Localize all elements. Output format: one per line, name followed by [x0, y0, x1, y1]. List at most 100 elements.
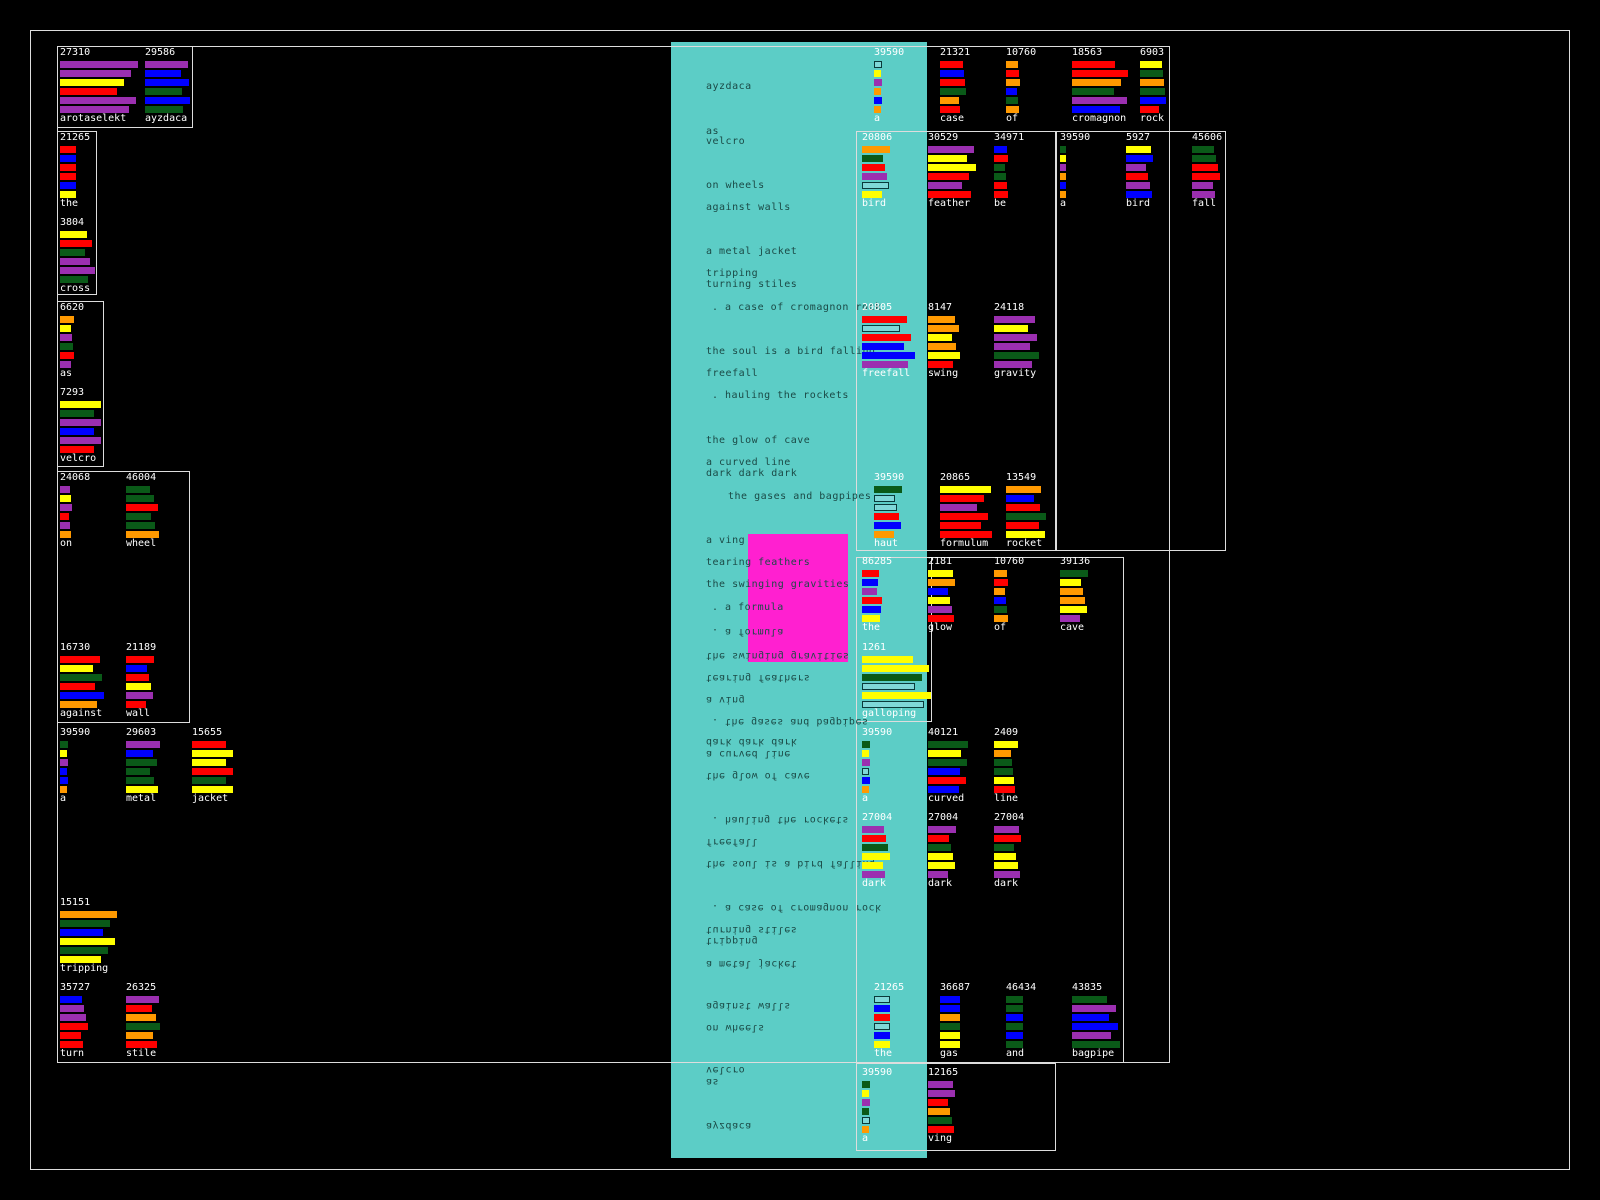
word-cell: 15655 jacket: [192, 728, 264, 804]
poem-line: a curved line: [706, 457, 791, 468]
color-bar: [60, 674, 102, 681]
color-bar: [60, 401, 101, 408]
cell-number: 6903: [1140, 47, 1165, 58]
color-bar: [1192, 191, 1215, 198]
color-bar: [940, 1014, 960, 1021]
word-cell: 39590 haut: [874, 473, 932, 549]
color-bar: [60, 70, 131, 77]
color-bar: [862, 155, 883, 162]
color-bar: [60, 938, 115, 945]
word-cell: 6620 as: [60, 302, 104, 379]
cell-number: 8147: [928, 302, 953, 313]
color-bar: [1006, 70, 1019, 77]
color-bar: [994, 173, 1006, 180]
color-bar: [874, 531, 894, 538]
cell-word: freefall: [862, 368, 911, 379]
color-bar: [862, 674, 922, 681]
color-bar: [994, 579, 1008, 586]
color-bar: [192, 768, 233, 775]
color-bar: [940, 79, 965, 86]
outer-frame: [30, 30, 1570, 1170]
color-bar: [994, 325, 1028, 332]
color-bar: [994, 182, 1007, 189]
color-bar: [994, 191, 1008, 198]
color-bar: [1192, 164, 1218, 171]
color-bar: [994, 597, 1006, 604]
color-bar: [862, 164, 885, 171]
poem-line-reflected: the glow of cave: [706, 770, 811, 781]
word-cell: 15151 tripping: [60, 898, 148, 974]
color-bar: [1006, 513, 1046, 520]
poem-line: a ving: [706, 535, 746, 546]
color-bar: [1060, 579, 1081, 586]
color-bar: [60, 1014, 86, 1021]
cell-number: 18563: [1072, 47, 1103, 58]
cell-word: wall: [126, 708, 151, 719]
color-bar: [1060, 164, 1066, 171]
poem-line: the swinging gravities: [706, 579, 850, 590]
cell-word: a: [862, 793, 869, 804]
color-bar: [1192, 146, 1214, 153]
cell-number: 29603: [126, 727, 157, 738]
color-bar: [1006, 1023, 1023, 1030]
color-bar: [940, 70, 964, 77]
cell-word: glow: [928, 622, 953, 633]
color-bar: [60, 656, 100, 663]
cell-number: 20805: [862, 302, 893, 313]
cell-number: 2409: [994, 727, 1019, 738]
color-bar: [940, 531, 992, 538]
color-bar: [1060, 146, 1066, 153]
color-bar: [994, 588, 1005, 595]
cell-word: and: [1006, 1048, 1025, 1059]
cell-number: 24068: [60, 472, 91, 483]
color-bar: [60, 996, 82, 1003]
word-cell: 29586 ayzdaca: [145, 48, 221, 124]
cell-word: a: [862, 1133, 869, 1144]
color-bar: [862, 835, 886, 842]
word-cell: 39590 a: [862, 1068, 900, 1144]
color-bar: [1060, 606, 1087, 613]
color-bar: [60, 786, 67, 793]
color-bar: [1060, 191, 1066, 198]
color-bar: [994, 826, 1019, 833]
color-bar: [862, 750, 869, 757]
word-cell: 43835 bagpipe: [1072, 983, 1150, 1059]
color-bar: [994, 316, 1035, 323]
color-bar: [874, 106, 881, 113]
color-bar: [862, 182, 889, 189]
color-bar: [928, 1081, 953, 1088]
word-cell: 1261 galloping: [862, 643, 962, 719]
word-cell: 10760 of: [1006, 48, 1050, 124]
word-cell: 2181 glow: [928, 557, 986, 633]
color-bar: [928, 164, 976, 171]
word-cell: 16730 against: [60, 643, 138, 719]
word-cell: 7293 velcro: [60, 388, 132, 464]
cell-word: fall: [1192, 198, 1217, 209]
color-bar: [862, 786, 869, 793]
color-bar: [928, 1126, 954, 1133]
color-bar: [862, 352, 915, 359]
color-bar: [928, 597, 950, 604]
color-bar: [126, 692, 153, 699]
color-bar: [862, 579, 878, 586]
color-bar: [862, 759, 870, 766]
color-bar: [60, 759, 68, 766]
color-bar: [928, 579, 955, 586]
word-cell: 27310 arotaselekt: [60, 48, 168, 124]
color-bar: [1192, 155, 1216, 162]
cell-number: 6620: [60, 302, 85, 313]
cell-word: turn: [60, 1048, 85, 1059]
cell-word: dark: [928, 878, 953, 889]
cell-word: line: [994, 793, 1019, 804]
color-bar: [1006, 486, 1041, 493]
color-bar: [1060, 615, 1080, 622]
color-bar: [1072, 1014, 1109, 1021]
color-bar: [940, 513, 988, 520]
color-bar: [60, 325, 71, 332]
cell-word: velcro: [60, 453, 97, 464]
cell-word: ayzdaca: [145, 113, 188, 124]
cell-number: 30529: [928, 132, 959, 143]
color-bar: [862, 701, 924, 708]
color-bar: [1006, 97, 1018, 104]
